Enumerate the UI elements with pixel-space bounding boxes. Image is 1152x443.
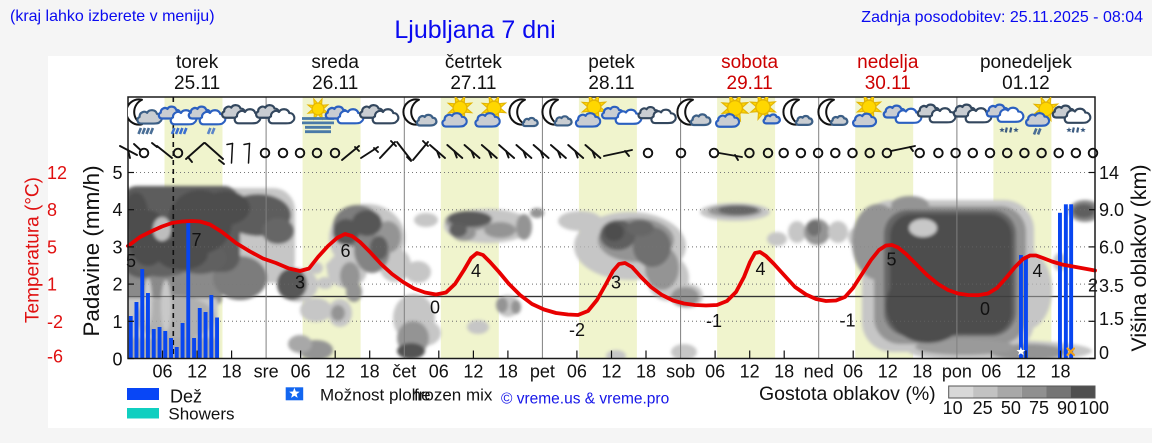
svg-text:90: 90 xyxy=(1057,398,1077,418)
svg-text:sob: sob xyxy=(666,362,695,382)
svg-text:-2: -2 xyxy=(47,312,63,332)
svg-text:12: 12 xyxy=(601,362,621,382)
svg-text:4: 4 xyxy=(1032,261,1042,281)
svg-text:06: 06 xyxy=(705,362,725,382)
svg-text:-6: -6 xyxy=(47,347,63,367)
svg-text:12: 12 xyxy=(325,362,345,382)
svg-text:8: 8 xyxy=(47,200,57,220)
svg-text:čet: čet xyxy=(392,362,416,382)
svg-text:1.5: 1.5 xyxy=(1099,309,1124,329)
svg-text:sobota: sobota xyxy=(721,52,778,73)
svg-text:-1: -1 xyxy=(839,311,855,331)
svg-text:18: 18 xyxy=(498,362,518,382)
svg-text:100: 100 xyxy=(1079,398,1109,418)
svg-text:nedelja: nedelja xyxy=(857,52,919,73)
svg-text:25: 25 xyxy=(973,398,993,418)
svg-text:1: 1 xyxy=(112,312,122,332)
svg-text:Gostota oblakov (%): Gostota oblakov (%) xyxy=(759,383,936,405)
svg-text:ponedeljek: ponedeljek xyxy=(980,52,1072,73)
svg-text:0: 0 xyxy=(1099,343,1109,363)
svg-text:25.11: 25.11 xyxy=(174,73,220,94)
svg-text:9.0: 9.0 xyxy=(1099,200,1124,220)
svg-text:18: 18 xyxy=(912,362,932,382)
svg-text:© vreme.us & vreme.pro: © vreme.us & vreme.pro xyxy=(501,391,669,408)
svg-text:27.11: 27.11 xyxy=(450,73,496,94)
svg-text:5: 5 xyxy=(47,237,57,257)
svg-text:0: 0 xyxy=(430,298,440,318)
svg-text:18: 18 xyxy=(222,362,242,382)
svg-text:3: 3 xyxy=(611,273,621,293)
svg-text:Zadnja posodobitev: 25.11.2025: Zadnja posodobitev: 25.11.2025 - 08:04 xyxy=(861,9,1143,26)
svg-text:Padavine (mm/h): Padavine (mm/h) xyxy=(79,165,104,336)
svg-text:Ljubljana 7 dni: Ljubljana 7 dni xyxy=(394,16,555,44)
svg-text:2: 2 xyxy=(1088,276,1098,296)
svg-text:7: 7 xyxy=(191,230,201,250)
svg-text:4: 4 xyxy=(112,200,122,220)
svg-text:3: 3 xyxy=(295,273,305,293)
svg-text:5: 5 xyxy=(112,163,122,183)
svg-text:frozen mix: frozen mix xyxy=(414,385,493,404)
svg-text:-1: -1 xyxy=(706,311,722,331)
svg-text:0: 0 xyxy=(112,350,122,370)
svg-text:10: 10 xyxy=(943,398,963,418)
svg-text:2: 2 xyxy=(112,275,122,295)
svg-text:18: 18 xyxy=(636,362,656,382)
svg-text:1: 1 xyxy=(47,275,57,295)
svg-text:Showers: Showers xyxy=(168,405,234,424)
svg-text:-2: -2 xyxy=(569,320,585,340)
svg-text:18: 18 xyxy=(360,362,380,382)
svg-text:06: 06 xyxy=(152,362,172,382)
svg-text:50: 50 xyxy=(1001,398,1021,418)
svg-text:petek: petek xyxy=(588,52,635,73)
svg-text:26.11: 26.11 xyxy=(312,73,358,94)
svg-text:28.11: 28.11 xyxy=(588,73,634,94)
svg-text:sre: sre xyxy=(254,362,279,382)
svg-text:75: 75 xyxy=(1029,398,1049,418)
svg-text:06: 06 xyxy=(843,362,863,382)
svg-text:12: 12 xyxy=(878,362,898,382)
svg-text:30.11: 30.11 xyxy=(865,73,911,94)
svg-text:5: 5 xyxy=(886,250,896,270)
svg-text:sreda: sreda xyxy=(311,52,359,73)
svg-text:12: 12 xyxy=(47,163,67,183)
svg-text:0: 0 xyxy=(980,299,990,319)
svg-text:Temperatura (°C): Temperatura (°C) xyxy=(23,177,44,323)
svg-text:06: 06 xyxy=(291,362,311,382)
svg-text:12: 12 xyxy=(463,362,483,382)
svg-text:četrtek: četrtek xyxy=(445,52,503,73)
svg-text:06: 06 xyxy=(429,362,449,382)
svg-text:pet: pet xyxy=(530,362,555,382)
svg-text:Višina oblakov (km): Višina oblakov (km) xyxy=(1127,164,1151,351)
svg-text:01.12: 01.12 xyxy=(1002,73,1050,94)
svg-text:18: 18 xyxy=(774,362,794,382)
svg-text:Možnost plohe: Možnost plohe xyxy=(320,385,431,404)
svg-text:06: 06 xyxy=(981,362,1001,382)
svg-text:12: 12 xyxy=(187,362,207,382)
svg-text:3.5: 3.5 xyxy=(1099,276,1124,296)
svg-text:29.11: 29.11 xyxy=(727,73,773,94)
svg-text:18: 18 xyxy=(1050,362,1070,382)
svg-text:Dež: Dež xyxy=(170,387,202,407)
svg-text:torek: torek xyxy=(176,52,219,73)
svg-text:06: 06 xyxy=(567,362,587,382)
svg-text:5: 5 xyxy=(126,251,136,271)
svg-text:(kraj lahko izberete v meniju): (kraj lahko izberete v meniju) xyxy=(10,8,215,25)
svg-text:12: 12 xyxy=(1016,362,1036,382)
svg-text:3: 3 xyxy=(112,237,122,257)
svg-text:4: 4 xyxy=(471,261,481,281)
svg-text:6.0: 6.0 xyxy=(1099,237,1124,257)
svg-text:pon: pon xyxy=(942,362,972,382)
svg-text:4: 4 xyxy=(755,259,765,279)
svg-text:6: 6 xyxy=(340,241,350,261)
svg-text:ned: ned xyxy=(804,362,834,382)
svg-text:12: 12 xyxy=(740,362,760,382)
svg-text:14: 14 xyxy=(1099,163,1119,183)
